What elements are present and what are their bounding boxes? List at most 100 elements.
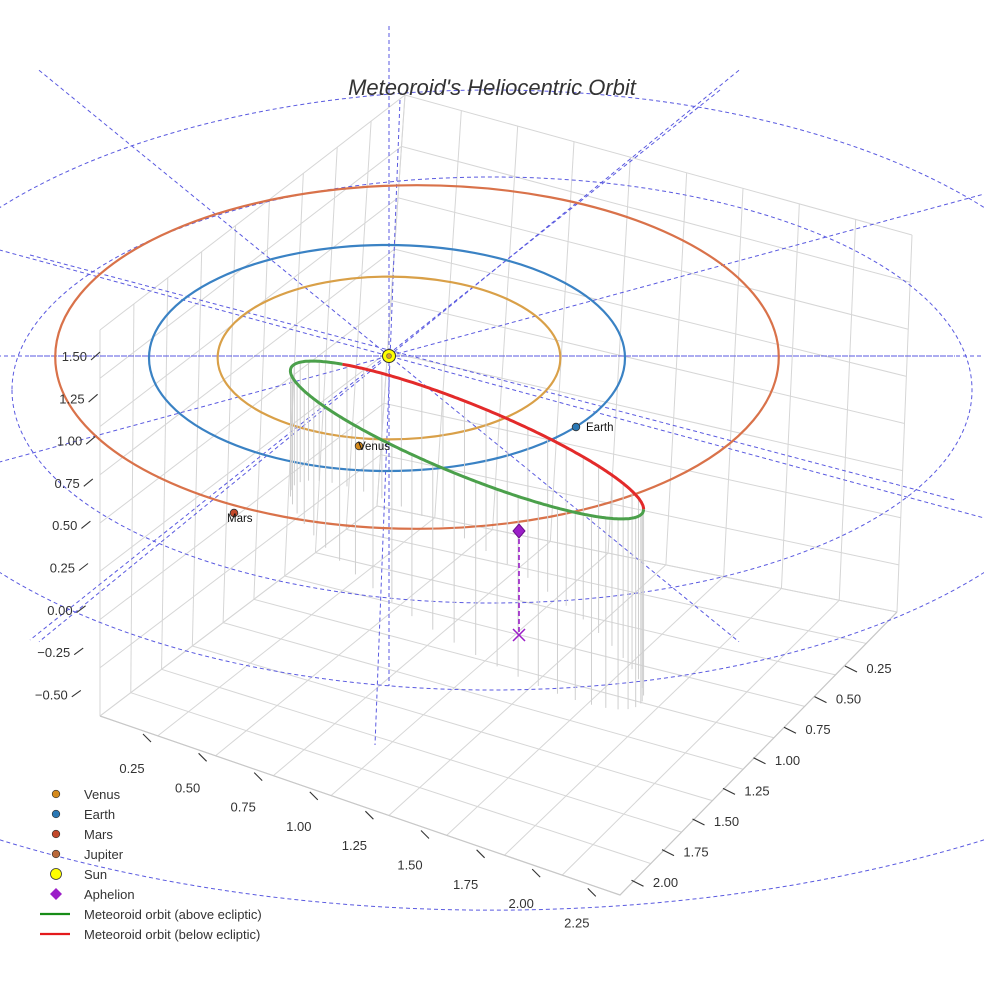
y-tick-mark (753, 757, 766, 765)
wall-level-gridline (99, 94, 913, 331)
legend-marker-icon (40, 912, 70, 916)
marker-layer: Venus Earth Mars (227, 349, 614, 642)
wall-level-gridline (99, 454, 899, 669)
legend: Venus Earth Mars Jupiter Sun Aphelion Meteoroi… (38, 784, 262, 944)
x-tick-label: 0.75 (231, 800, 256, 815)
x-tick-label: 0.50 (175, 780, 200, 795)
legend-circle-icon (51, 849, 61, 859)
floor-gridline (161, 668, 682, 833)
planet-label-venus: Venus (358, 441, 390, 453)
legend-label: Venus (84, 786, 121, 802)
legend-marker-icon (50, 868, 62, 880)
sun-core (386, 353, 392, 359)
legend-label: Jupiter (84, 846, 124, 862)
z-tick-mark (71, 689, 82, 698)
floor-gridline (388, 564, 667, 816)
floor-gridline (284, 575, 805, 707)
floor-gridline (222, 622, 744, 770)
wall-level-gridline (99, 402, 901, 620)
x-tick-mark (253, 772, 263, 781)
y-tick-label: 1.75 (683, 845, 708, 860)
z-tick-mark (76, 605, 86, 614)
floor-gridline (446, 576, 725, 836)
y-tick-label: 2.00 (653, 875, 678, 890)
legend-marker-icon (50, 888, 62, 900)
legend-circle-icon (51, 829, 61, 839)
grid-layer (99, 94, 913, 896)
z-tick-label: −0.50 (35, 687, 68, 702)
wall-level-gridline (99, 299, 905, 524)
z-tick-label: 1.25 (59, 391, 84, 406)
legend-label: Earth (84, 806, 116, 822)
z-tick-label: 1.00 (57, 434, 82, 449)
x-tick-mark (365, 810, 374, 820)
legend-marker-icon (51, 849, 61, 859)
aphelion-marker (512, 523, 526, 539)
z-tick-label: 1.50 (62, 349, 87, 364)
z-tick-label: 0.75 (54, 476, 79, 491)
celestial-meridian-line (374, 99, 401, 746)
wall-level-gridline (99, 145, 911, 379)
y-tick-mark (661, 849, 675, 857)
floor-gridline (561, 599, 840, 876)
y-tick-mark (722, 787, 736, 795)
y-tick-mark (692, 818, 705, 826)
legend-marker-icon (51, 829, 61, 839)
meteoroid-orbit-below (342, 362, 646, 511)
legend-marker-icon (51, 789, 61, 799)
y-tick-mark (844, 665, 858, 673)
tick-layer: 1.50 1.25 1.00 0.75 0.50 0.25 0.00 −0.25 −0.50 0.… (35, 349, 892, 930)
y-tick-label: 1.25 (744, 783, 769, 798)
legend-circle-icon (50, 868, 62, 880)
planet-label-earth: Earth (586, 422, 614, 434)
z-tick-mark (73, 647, 84, 656)
x-tick-label: 1.75 (453, 877, 478, 892)
legend-label: Aphelion (84, 886, 135, 902)
legend-item: Aphelion (38, 884, 262, 904)
x-tick-mark (309, 791, 319, 801)
legend-marker-icon (40, 932, 70, 936)
x-tick-label: 2.25 (564, 915, 589, 930)
x-tick-mark (587, 888, 597, 897)
z-tick-label: 0.25 (50, 561, 75, 576)
legend-item: Mars (38, 824, 262, 844)
legend-item: Meteoroid orbit (below ecliptic) (38, 924, 262, 944)
legend-item: Jupiter (38, 844, 262, 864)
x-tick-mark (198, 752, 207, 762)
legend-circle-icon (51, 809, 61, 819)
legend-diamond-icon (50, 888, 62, 900)
wall-level-gridline (99, 505, 898, 717)
meteoroid-orbit-above (288, 359, 646, 521)
legend-label: Sun (84, 866, 108, 882)
x-tick-mark (476, 849, 485, 859)
celestial-circle (11, 176, 973, 604)
z-tick-label: −0.25 (37, 645, 70, 660)
z-tick-mark (85, 436, 96, 445)
z-tick-mark (81, 520, 91, 529)
legend-label: Meteoroid orbit (above ecliptic) (84, 906, 262, 922)
floor-gridline (330, 552, 609, 796)
celestial-meridian-line (29, 89, 721, 641)
legend-label: Mars (84, 826, 113, 842)
legend-marker-icon (51, 809, 61, 819)
floor-gridline (157, 517, 436, 737)
orbit-layer (54, 184, 780, 710)
z-tick-label: 0.00 (47, 603, 72, 618)
x-tick-label: 1.00 (286, 819, 311, 834)
z-tick-label: 0.50 (52, 518, 77, 533)
aphelion-projection-mark (512, 628, 526, 642)
floor-gridline (130, 692, 651, 865)
y-tick-label: 0.25 (866, 661, 891, 676)
y-tick-label: 1.50 (714, 814, 739, 829)
chart-title: Meteoroid's Heliocentric Orbit (348, 75, 637, 100)
y-tick-mark (783, 726, 797, 734)
wall-level-gridline (99, 197, 909, 427)
planet-venus (354, 441, 364, 451)
y-tick-label: 1.00 (775, 753, 800, 768)
x-tick-mark (420, 830, 430, 839)
floor-gridline (99, 505, 378, 717)
y-tick-mark (631, 879, 644, 887)
legend-item: Meteoroid orbit (above ecliptic) (38, 904, 262, 924)
legend-item: Sun (38, 864, 262, 884)
